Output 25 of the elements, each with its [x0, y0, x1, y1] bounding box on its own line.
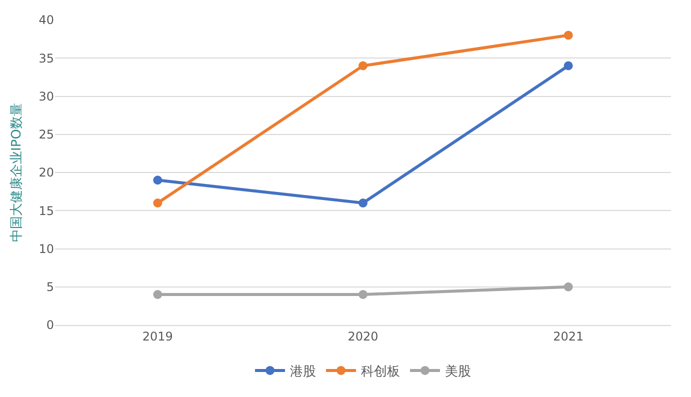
- legend-label: 港股: [290, 364, 316, 380]
- y-tick-label: 40: [38, 13, 54, 28]
- x-tick-label: 2019: [142, 329, 173, 344]
- y-tick-label: 5: [46, 280, 54, 294]
- point: [358, 198, 368, 208]
- point: [564, 282, 573, 292]
- point: [153, 198, 162, 208]
- point: [153, 176, 162, 185]
- point: [564, 61, 573, 70]
- legend-label: 科创板: [361, 364, 400, 380]
- point: [153, 290, 162, 299]
- point: [358, 290, 368, 299]
- x-tick-label: 2020: [348, 329, 378, 344]
- y-tick-label: 35: [38, 51, 54, 66]
- point: [564, 30, 573, 40]
- y-axis-title: 中国大健康企业IPO数量: [10, 103, 25, 242]
- y-tick-label: 10: [38, 242, 54, 256]
- y-tick-label: 0: [46, 318, 54, 332]
- point: [358, 61, 368, 70]
- y-tick-label: 15: [38, 204, 54, 218]
- x-tick-label: 2021: [553, 329, 584, 344]
- y-tick-label: 25: [38, 128, 54, 142]
- y-tick-label: 20: [38, 166, 54, 180]
- legend-label: 美股: [445, 364, 471, 380]
- y-tick-label: 30: [38, 89, 54, 104]
